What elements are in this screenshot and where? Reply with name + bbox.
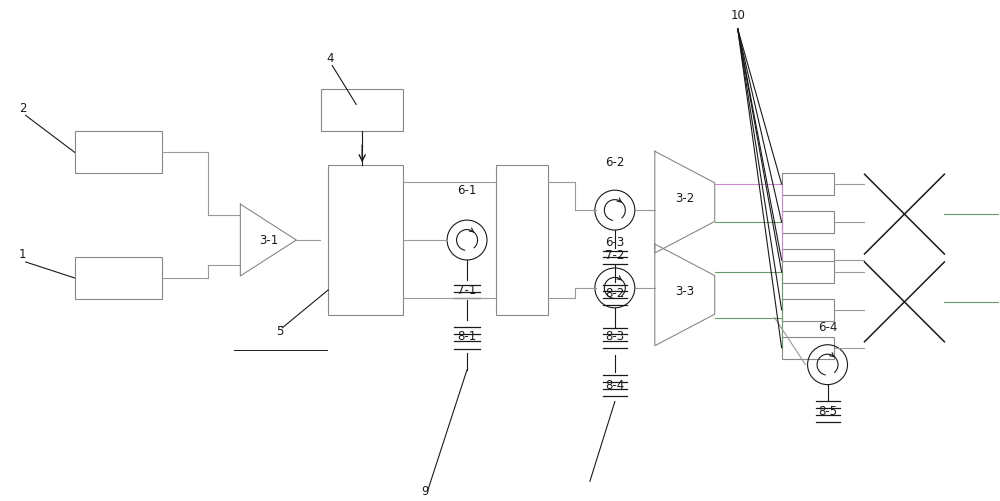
Text: 8-2: 8-2 [605,288,624,301]
Bar [782,299,834,321]
Text: 8-3: 8-3 [605,330,624,343]
Text: 10: 10 [730,9,745,22]
Bar [496,165,548,315]
Text: 8-5: 8-5 [818,405,837,418]
Text: 8-1: 8-1 [457,330,477,343]
Text: 1: 1 [19,248,26,262]
Text: 7-1: 7-1 [457,285,477,298]
Text: 7-2: 7-2 [605,249,625,263]
Text: 9: 9 [421,485,429,498]
Text: 3-2: 3-2 [675,192,694,204]
Text: 3-3: 3-3 [675,286,694,299]
Bar [782,211,834,233]
Text: 4: 4 [326,52,334,65]
Text: 6-4: 6-4 [818,321,837,334]
Bar [75,131,162,173]
Bar [782,261,834,283]
Bar [321,90,403,131]
Text: 5: 5 [277,325,284,338]
Bar [328,165,403,315]
Text: 6-2: 6-2 [605,156,625,169]
Bar [782,337,834,359]
Bar [782,249,834,271]
Bar [75,257,162,299]
Text: 8-4: 8-4 [605,379,624,392]
Text: 6-3: 6-3 [605,235,624,248]
Text: 6-1: 6-1 [457,184,477,197]
Text: 3-1: 3-1 [259,233,278,246]
Bar [782,173,834,195]
Text: 2: 2 [19,102,26,115]
